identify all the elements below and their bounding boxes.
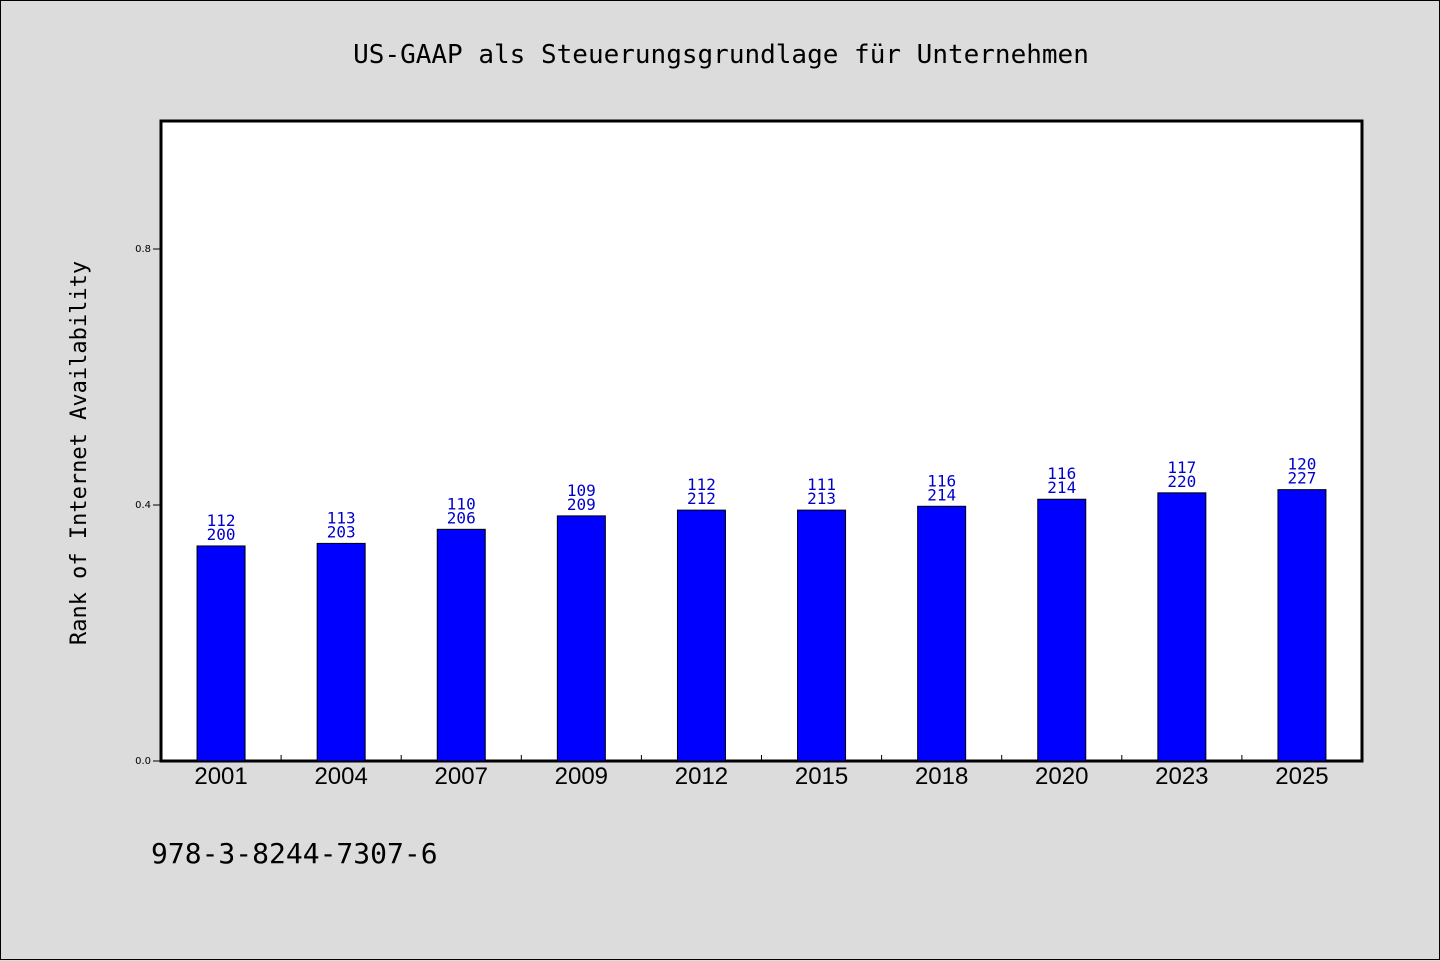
bars bbox=[196, 489, 1327, 762]
data-label-bottom: 212 bbox=[687, 489, 716, 508]
y-tick-label: 0.8 bbox=[135, 244, 151, 255]
x-tick-label: 2020 bbox=[1035, 763, 1088, 790]
bar-2018 bbox=[917, 505, 967, 762]
y-axis-label: Rank of Internet Availability bbox=[67, 261, 92, 645]
x-tick-label: 2004 bbox=[314, 763, 367, 790]
y-axis-ticks: 0.0 0.4 0.8 bbox=[135, 244, 161, 767]
y-tick-label: 0.4 bbox=[135, 500, 151, 511]
data-label-top: 117 bbox=[1167, 458, 1196, 477]
x-tick-label: 2012 bbox=[675, 763, 728, 790]
data-labels: 1122001132031102061092091122121112131162… bbox=[207, 455, 1317, 544]
x-tick-label: 2001 bbox=[194, 763, 247, 790]
x-tick-label: 2007 bbox=[435, 763, 488, 790]
bar-2015 bbox=[797, 509, 847, 762]
data-label-top: 116 bbox=[1047, 464, 1076, 483]
data-label-top: 109 bbox=[567, 481, 596, 500]
data-label-bottom: 213 bbox=[807, 489, 836, 508]
data-label-top: 112 bbox=[687, 475, 716, 494]
x-axis-ticks: 2001 2004 2007 2009 2012 2015 2018 2020 2023 2025 bbox=[194, 755, 1329, 790]
data-label-bottom: 214 bbox=[927, 485, 956, 504]
data-label-top: 116 bbox=[927, 471, 956, 490]
bar-2012 bbox=[676, 509, 726, 762]
data-label-bottom: 227 bbox=[1287, 469, 1316, 488]
bar-2009 bbox=[556, 515, 606, 762]
data-label-top: 110 bbox=[447, 494, 476, 513]
data-label-top: 111 bbox=[807, 475, 836, 494]
x-tick-label: 2015 bbox=[795, 763, 848, 790]
data-label-bottom: 206 bbox=[447, 508, 476, 527]
data-label-bottom: 203 bbox=[327, 522, 356, 541]
bar-2020 bbox=[1037, 498, 1087, 762]
bar-2007 bbox=[436, 528, 486, 762]
data-label-bottom: 200 bbox=[207, 525, 236, 544]
data-label-top: 112 bbox=[207, 511, 236, 530]
isbn-footer: 978-3-8244-7307-6 bbox=[151, 837, 438, 870]
x-tick-label: 2018 bbox=[915, 763, 968, 790]
y-tick-label: 0.0 bbox=[135, 756, 151, 767]
data-label-bottom: 220 bbox=[1167, 472, 1196, 491]
data-label-top: 113 bbox=[327, 508, 356, 527]
bar-2004 bbox=[316, 542, 366, 762]
data-label-bottom: 214 bbox=[1047, 478, 1076, 497]
x-tick-label: 2023 bbox=[1155, 763, 1208, 790]
x-tick-label: 2009 bbox=[555, 763, 608, 790]
bar-2023 bbox=[1157, 492, 1207, 762]
x-tick-label: 2025 bbox=[1275, 763, 1328, 790]
data-label-top: 120 bbox=[1287, 455, 1316, 474]
bar-2025 bbox=[1277, 489, 1327, 762]
data-label-bottom: 209 bbox=[567, 495, 596, 514]
bar-2001 bbox=[196, 545, 246, 762]
chart-title: US-GAAP als Steuerungsgrundlage für Unte… bbox=[353, 40, 1089, 70]
